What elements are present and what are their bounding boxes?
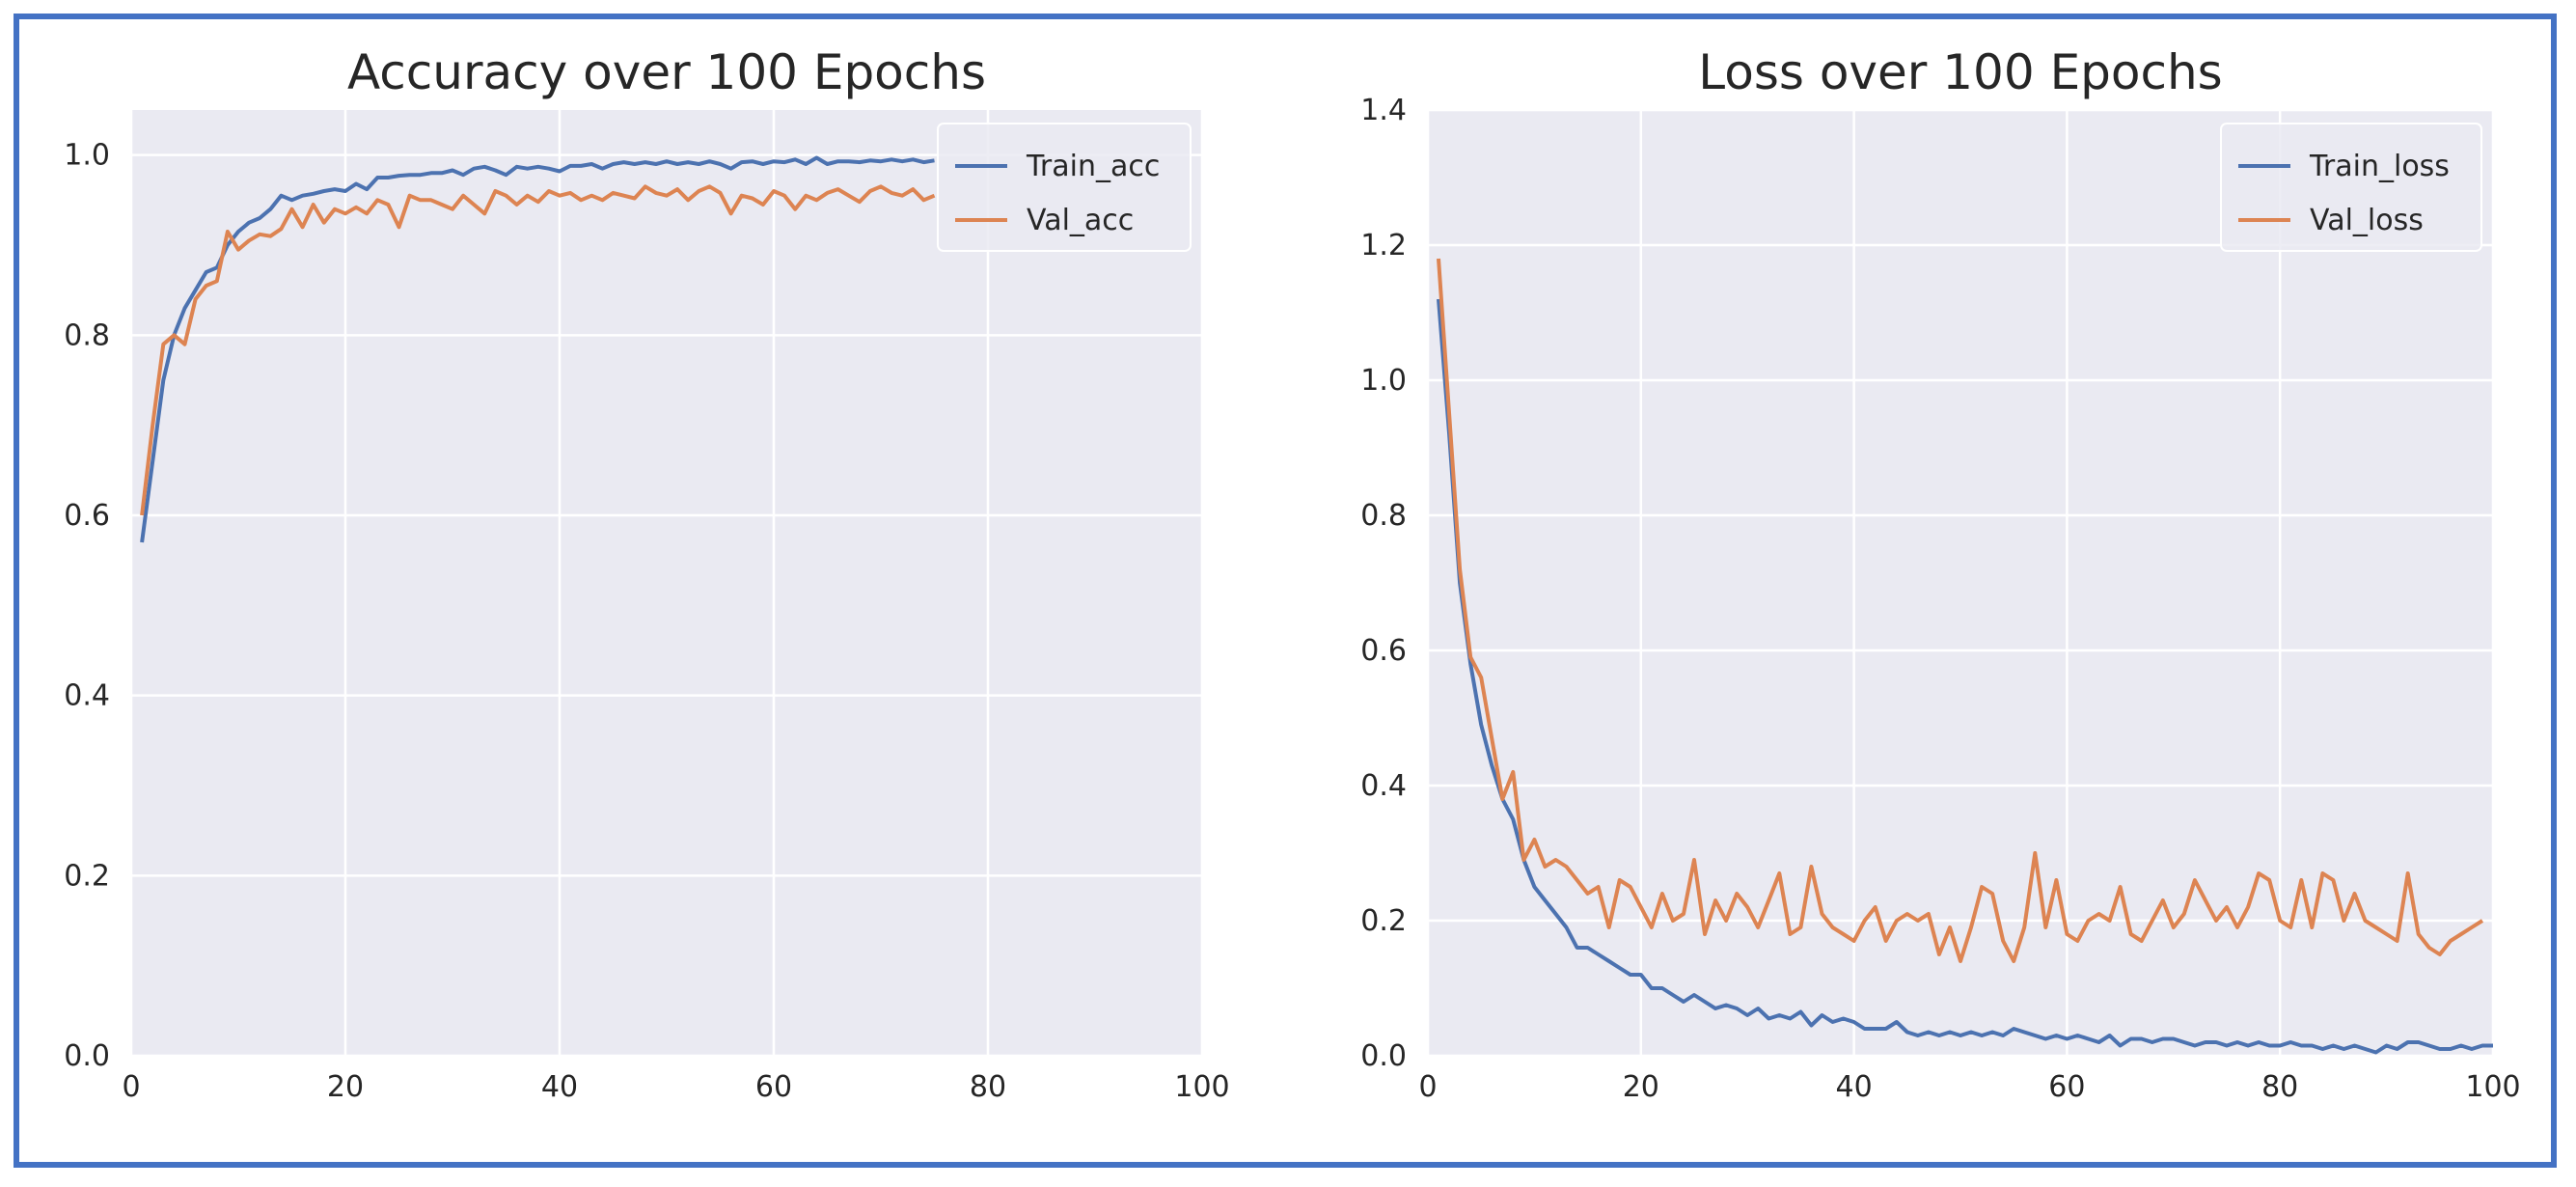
x-tick-label: 40 <box>1836 1070 1873 1104</box>
x-tick-label: 80 <box>970 1070 1006 1104</box>
x-tick-label: 80 <box>2261 1070 2298 1104</box>
x-tick-label: 100 <box>1174 1070 1229 1104</box>
x-tick-label: 0 <box>122 1070 140 1104</box>
x-tick-label: 60 <box>755 1070 792 1104</box>
y-tick-label: 0.0 <box>64 1039 110 1073</box>
accuracy-chart: 0 20 40 60 80 100 0.0 0.2 0.4 0.6 0.8 1.0 Accuracy … <box>64 44 1229 1104</box>
legend-train-acc-label: Train_acc <box>1026 150 1160 183</box>
loss-chart: 0 20 40 60 80 100 0.0 0.2 0.4 0.6 0.8 1.0 1.2 1.4 Los… <box>1360 44 2520 1104</box>
series-line-train <box>1437 298 2493 1055</box>
series-line-train <box>140 155 935 543</box>
accuracy-chart-title: Accuracy over 100 Epochs <box>347 44 986 100</box>
accuracy-legend: Train_acc Val_acc <box>937 123 1192 252</box>
legend-val-acc-label: Val_acc <box>1027 204 1134 237</box>
series-line-val <box>1437 258 2484 963</box>
figure-canvas: 0 20 40 60 80 100 0.0 0.2 0.4 0.6 0.8 1.0 Accuracy … <box>64 44 2520 1104</box>
loss-plot-area <box>1428 110 2493 1056</box>
accuracy-plot-area <box>131 110 1202 1056</box>
x-tick-label: 60 <box>2048 1070 2085 1104</box>
figure-frame: 0 20 40 60 80 100 0.0 0.2 0.4 0.6 0.8 1.0 Accuracy … <box>14 14 2557 1168</box>
y-tick-label: 0.4 <box>1360 769 1407 803</box>
x-tick-label: 40 <box>541 1070 578 1104</box>
y-tick-label: 1.0 <box>64 139 110 173</box>
y-tick-label: 1.2 <box>1360 229 1407 262</box>
legend-train-loss-label: Train_loss <box>2309 150 2450 183</box>
y-tick-label: 0.2 <box>1360 904 1407 938</box>
loss-chart-title: Loss over 100 Epochs <box>1698 44 2222 100</box>
x-tick-label: 20 <box>1623 1070 1659 1104</box>
x-tick-label: 20 <box>327 1070 364 1104</box>
y-tick-label: 0.4 <box>64 679 110 713</box>
y-tick-label: 1.0 <box>1360 364 1407 398</box>
y-tick-label: 0.6 <box>64 499 110 533</box>
y-tick-label: 0.2 <box>64 859 110 893</box>
y-tick-label: 0.8 <box>64 318 110 352</box>
legend-val-loss-label: Val_loss <box>2310 204 2424 237</box>
y-tick-label: 1.4 <box>1360 94 1407 127</box>
y-tick-label: 0.6 <box>1360 634 1407 668</box>
series-line-val <box>140 184 936 516</box>
loss-legend: Train_loss Val_loss <box>2220 123 2482 252</box>
x-tick-label: 0 <box>1418 1070 1437 1104</box>
x-tick-label: 100 <box>2465 1070 2520 1104</box>
y-tick-label: 0.8 <box>1360 499 1407 533</box>
y-tick-label: 0.0 <box>1360 1039 1407 1073</box>
